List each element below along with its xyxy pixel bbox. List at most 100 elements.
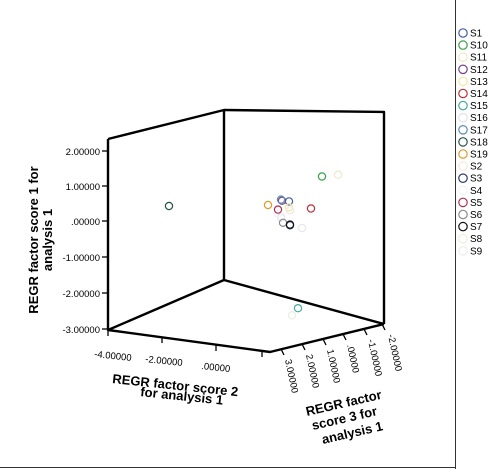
data-point-s8 — [287, 311, 297, 320]
x-tick-label: -2.00000 — [145, 354, 183, 369]
legend-entry-s1: S1 — [458, 28, 483, 40]
y-axis-title-line: REGR factor score 1 for — [26, 166, 41, 313]
data-point-s18 — [164, 201, 174, 211]
legend-label: S4 — [470, 186, 483, 197]
z-tick — [322, 338, 327, 346]
legend-entry-s3: S3 — [458, 173, 483, 185]
legend-marker — [458, 64, 468, 75]
legend-marker — [458, 100, 468, 111]
legend-label: S16 — [470, 113, 488, 124]
z-tick — [301, 343, 306, 351]
data-point-s17 — [276, 195, 286, 204]
legend-label: S10 — [470, 41, 488, 52]
legend-marker — [458, 137, 468, 147]
legend-marker — [458, 52, 468, 62]
data-point-s4 — [273, 209, 283, 219]
legend-label: S7 — [470, 222, 483, 233]
y-tick-label: -1.00000 — [62, 253, 100, 264]
legend-marker — [458, 125, 468, 135]
legend-label: S5 — [470, 198, 483, 209]
legend-entry-s17: S17 — [458, 125, 488, 136]
legend-entry-s2: S2 — [458, 161, 483, 173]
y-tick: .00000 — [71, 217, 108, 228]
legend-entry-s13: S13 — [458, 76, 488, 88]
legend-entry-s10: S10 — [458, 40, 488, 52]
legend-entry-s12: S12 — [458, 64, 488, 76]
data-point-s12 — [277, 196, 287, 205]
box-frame — [106, 108, 386, 354]
x-tick-label: -4.00000 — [94, 349, 132, 364]
data-point-s5 — [273, 205, 283, 214]
data-point-s2 — [285, 206, 295, 215]
legend-marker — [458, 233, 468, 244]
legend-label: S6 — [470, 210, 483, 221]
legend-entry-s11: S11 — [458, 52, 487, 64]
legend-label: S2 — [470, 162, 483, 173]
legend-marker — [458, 161, 468, 171]
legend-entry-s19: S19 — [458, 149, 488, 161]
legend-label: S11 — [470, 53, 487, 64]
legend-marker — [458, 149, 468, 159]
y-tick: 2.00000 — [66, 147, 108, 158]
legend-marker — [458, 112, 468, 123]
legend-entry-s18: S18 — [458, 137, 488, 148]
data-points — [164, 170, 343, 320]
z-tick — [280, 348, 285, 356]
data-point-s15 — [293, 304, 303, 313]
legend-label: S9 — [470, 246, 483, 257]
data-point-s14 — [306, 204, 316, 213]
y-tick: 1.00000 — [66, 182, 108, 193]
x-axis-ticks: -4.00000 -2.00000 .00000 — [94, 330, 263, 375]
legend-label: S13 — [470, 77, 488, 88]
legend-marker — [458, 209, 468, 220]
legend-entry-s16: S16 — [458, 112, 488, 124]
y-tick: -2.00000 — [62, 289, 108, 300]
legend-label: S19 — [470, 150, 488, 161]
legend-entry-s4: S4 — [458, 185, 483, 197]
data-point-s19 — [263, 200, 273, 210]
legend-entry-s15: S15 — [458, 100, 488, 112]
data-point-s11 — [333, 170, 343, 179]
y-axis-title-line: analysis 1 — [40, 209, 55, 271]
legend-label: S18 — [470, 137, 488, 148]
legend-label: S1 — [470, 29, 483, 40]
y-tick: -1.00000 — [62, 253, 108, 264]
legend-marker — [458, 173, 468, 183]
legend-entry-s14: S14 — [458, 88, 488, 100]
y-tick: -3.00000 — [62, 325, 108, 336]
data-point-s9 — [297, 223, 307, 233]
legend-label: S17 — [470, 125, 488, 136]
legend-entry-s8: S8 — [458, 233, 483, 245]
legend-entry-s9: S9 — [458, 246, 483, 257]
y-tick-label: -2.00000 — [62, 289, 100, 300]
z-tick — [381, 323, 386, 331]
legend-entry-s6: S6 — [458, 209, 483, 221]
z-tick — [363, 328, 368, 336]
y-tick-label: 2.00000 — [66, 147, 100, 158]
z-tick — [342, 333, 347, 341]
legend-marker — [458, 221, 468, 232]
y-tick-label: -3.00000 — [62, 325, 100, 336]
legend-marker — [458, 197, 468, 208]
y-tick-label: 1.00000 — [66, 182, 100, 193]
data-point-s7 — [285, 220, 295, 229]
legend-label: S8 — [470, 234, 483, 245]
y-axis-title: REGR factor score 1 for analysis 1 — [26, 166, 55, 313]
legend-marker — [458, 40, 468, 50]
data-point-s10 — [317, 172, 327, 181]
legend-marker — [458, 246, 468, 256]
legend-marker — [458, 88, 468, 99]
legend-label: S3 — [470, 174, 483, 185]
legend-entry-s5: S5 — [458, 197, 483, 209]
legend-marker — [458, 28, 468, 38]
legend-marker — [458, 76, 468, 87]
y-tick-label: .00000 — [71, 217, 100, 228]
legend-marker — [458, 185, 468, 196]
legend-label: S12 — [470, 65, 488, 76]
legend-entry-s7: S7 — [458, 221, 483, 233]
x-tick-label: .00000 — [201, 361, 231, 375]
legend-label: S15 — [470, 101, 488, 112]
y-axis-ticks: 2.00000 1.00000 .00000 -1.00000 -2.00000… — [62, 147, 108, 336]
